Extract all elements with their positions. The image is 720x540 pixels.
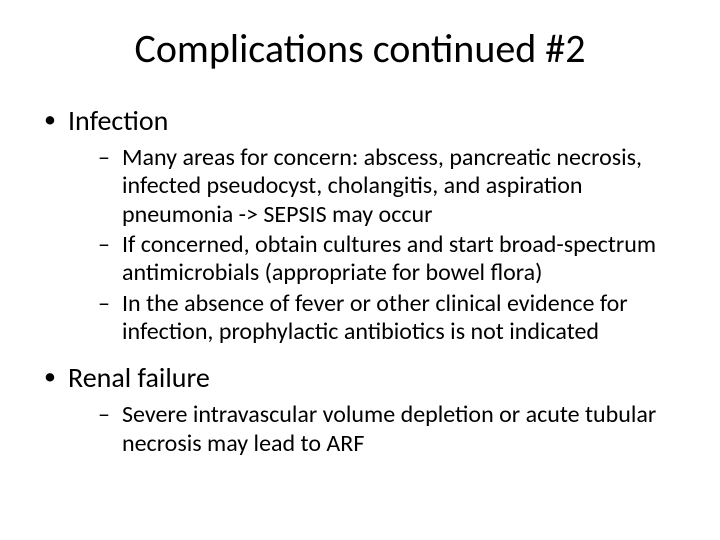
list-item: Many areas for concern: abscess, pancrea…: [98, 144, 684, 229]
list-item-label: Renal failure: [68, 360, 210, 395]
list-item-label: Many areas for concern: abscess, pancrea…: [122, 143, 642, 229]
list-item: If concerned, obtain cultures and start …: [98, 231, 684, 288]
slide: Complications continued #2 Infection Man…: [0, 0, 720, 540]
bullet-list: Infection Many areas for concern: absces…: [36, 103, 684, 458]
list-item-label: Infection: [68, 103, 168, 138]
list-item-label: If concerned, obtain cultures and start …: [122, 230, 656, 287]
list-item: Severe intravascular volume depletion or…: [98, 401, 684, 458]
list-item: In the absence of fever or other clinica…: [98, 290, 684, 347]
list-item: Infection Many areas for concern: absces…: [42, 103, 684, 346]
list-item-label: In the absence of fever or other clinica…: [122, 289, 628, 346]
slide-title: Complications continued #2: [36, 24, 684, 73]
list-item-label: Severe intravascular volume depletion or…: [122, 400, 656, 457]
sub-list: Many areas for concern: abscess, pancrea…: [68, 144, 684, 346]
list-item: Renal failure Severe intravascular volum…: [42, 360, 684, 458]
sub-list: Severe intravascular volume depletion or…: [68, 401, 684, 458]
